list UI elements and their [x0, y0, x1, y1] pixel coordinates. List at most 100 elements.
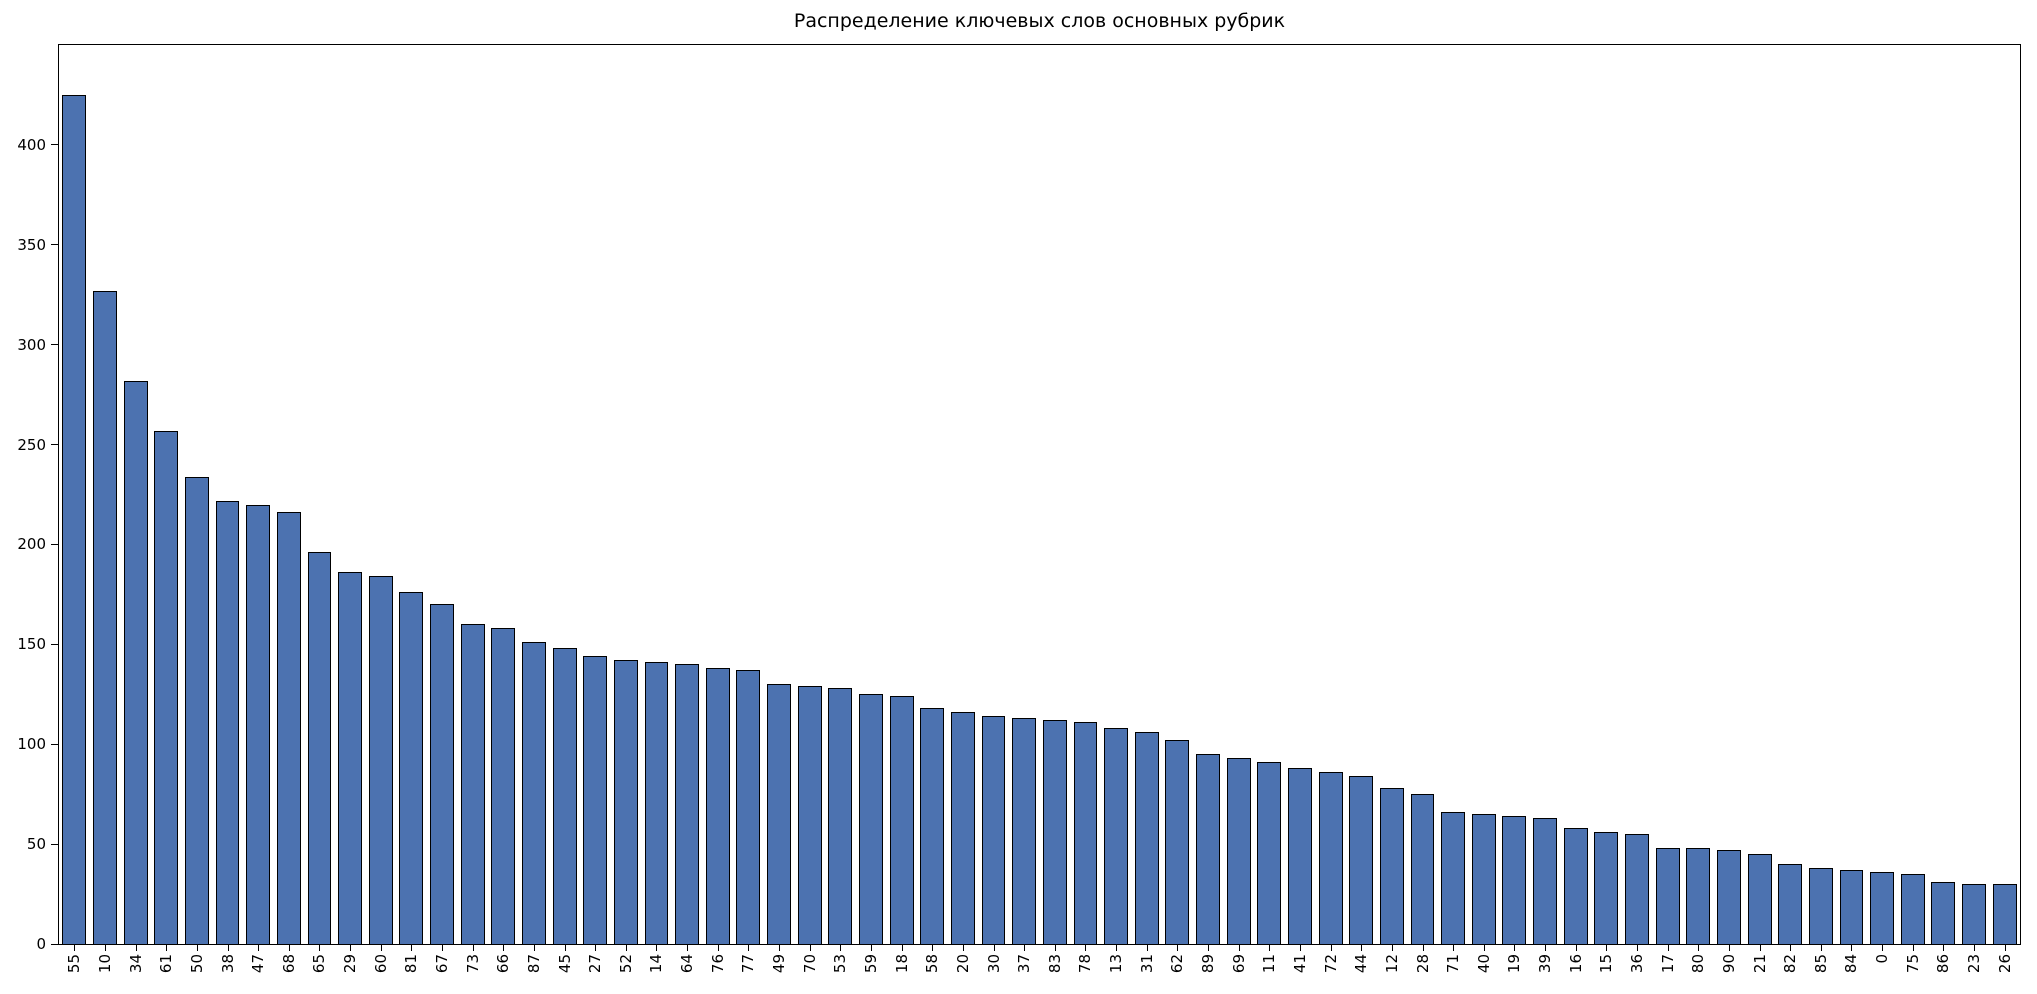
- chart-title: Распределение ключевых слов основных руб…: [793, 10, 1286, 32]
- x-tick-label: 52: [616, 954, 635, 974]
- bar: [1471, 814, 1496, 944]
- bar: [399, 592, 424, 944]
- bar: [154, 430, 179, 944]
- bar: [613, 660, 638, 944]
- bar: [1533, 818, 1558, 944]
- x-tick-label: 47: [249, 954, 268, 974]
- bar-slot: [1622, 45, 1653, 944]
- bar-slot: [1806, 45, 1837, 944]
- x-tick-label: 84: [1842, 954, 1861, 974]
- bar-slot: [1683, 45, 1714, 944]
- x-tick-mark: [442, 944, 443, 951]
- bar-slot: [1407, 45, 1438, 944]
- bar-slot: [1928, 45, 1959, 944]
- y-tick-label: 50: [26, 835, 46, 854]
- x-tick-label: 28: [1413, 954, 1432, 974]
- x-tick-mark: [1483, 944, 1485, 951]
- bar-slot: [1162, 45, 1193, 944]
- x-tick-mark: [870, 944, 872, 951]
- x-tick-label: 18: [892, 954, 911, 974]
- bar-slot: [1591, 45, 1622, 944]
- bar: [583, 656, 608, 944]
- bar: [1625, 834, 1649, 944]
- x-tick-mark: [1422, 944, 1424, 951]
- bar: [1778, 864, 1803, 944]
- x-tick-mark: [748, 944, 750, 951]
- bar-slot: [243, 45, 274, 944]
- bar-slot: [948, 45, 979, 944]
- bar-slot: [365, 45, 396, 944]
- y-tick-label: 150: [17, 635, 46, 654]
- y-tick-label: 100: [17, 735, 46, 754]
- x-tick-mark: [1698, 944, 1700, 951]
- x-tick-label: 30: [984, 954, 1003, 974]
- bar: [1318, 772, 1343, 944]
- x-tick-mark: [1361, 944, 1363, 951]
- x-tick-mark: [2004, 944, 2006, 951]
- bar: [705, 668, 730, 944]
- bar: [93, 290, 117, 944]
- x-tick-label: 45: [555, 954, 574, 974]
- bar: [736, 670, 761, 944]
- x-tick-mark: [1974, 944, 1976, 951]
- x-tick-mark: [625, 944, 627, 951]
- x-tick-mark: [1116, 944, 1118, 951]
- bar: [859, 694, 883, 944]
- y-tick-label: 200: [17, 535, 46, 554]
- bar-slot: [1652, 45, 1683, 944]
- bar: [1808, 868, 1833, 944]
- x-tick-label: 11: [1260, 954, 1279, 974]
- y-tick-mark: [51, 743, 58, 745]
- x-tick-label: 20: [953, 954, 972, 974]
- x-tick-label: 59: [861, 954, 880, 974]
- bar-slot: [1315, 45, 1346, 944]
- bar-slot: [1959, 45, 1990, 944]
- x-tick-label: 27: [586, 954, 605, 974]
- bar: [1042, 720, 1067, 944]
- bar: [1839, 870, 1864, 944]
- x-tick-label: 67: [433, 954, 451, 974]
- x-tick-label: 13: [1107, 954, 1126, 974]
- x-tick-label: 85: [1811, 954, 1830, 974]
- bar-slot: [1131, 45, 1162, 944]
- x-tick-mark: [166, 944, 168, 951]
- x-tick-mark: [840, 944, 842, 951]
- bar: [1165, 740, 1190, 944]
- bar-slot: [182, 45, 213, 944]
- y-tick-label: 300: [17, 335, 46, 354]
- bar: [1257, 762, 1282, 944]
- x-tick-label: 80: [1689, 954, 1708, 974]
- bar-slot: [457, 45, 488, 944]
- x-tick-label: 49: [770, 954, 789, 974]
- bar-slot: [1744, 45, 1775, 944]
- x-tick-mark: [503, 944, 505, 951]
- bar: [491, 628, 516, 944]
- bar: [828, 688, 853, 944]
- x-tick-mark: [411, 944, 413, 951]
- x-tick-label: 69: [1229, 954, 1248, 974]
- x-tick-mark: [1208, 944, 1210, 951]
- x-tick-mark: [1606, 944, 1608, 951]
- bar-slot: [886, 45, 917, 944]
- x-tick-mark: [1912, 944, 1914, 951]
- x-tick-label: 39: [1536, 954, 1555, 974]
- x-tick-mark: [809, 944, 811, 951]
- bar: [1349, 776, 1374, 944]
- bar-slot: [672, 45, 703, 944]
- x-tick-mark: [1453, 944, 1455, 951]
- bar: [1379, 788, 1404, 944]
- bar: [797, 686, 822, 944]
- bar: [1441, 812, 1466, 944]
- x-tick-label: 50: [187, 954, 206, 974]
- bar-slot: [1499, 45, 1530, 944]
- x-tick-label: 65: [310, 954, 329, 974]
- x-tick-label: 66: [494, 954, 513, 974]
- x-tick-label: 81: [402, 954, 421, 974]
- x-tick-mark: [472, 944, 474, 951]
- bar-slot: [1438, 45, 1469, 944]
- bar-slot: [1897, 45, 1928, 944]
- bar-slot: [1714, 45, 1745, 944]
- x-tick-label: 60: [371, 954, 390, 974]
- bar-slot: [549, 45, 580, 944]
- y-tick-mark: [51, 344, 58, 346]
